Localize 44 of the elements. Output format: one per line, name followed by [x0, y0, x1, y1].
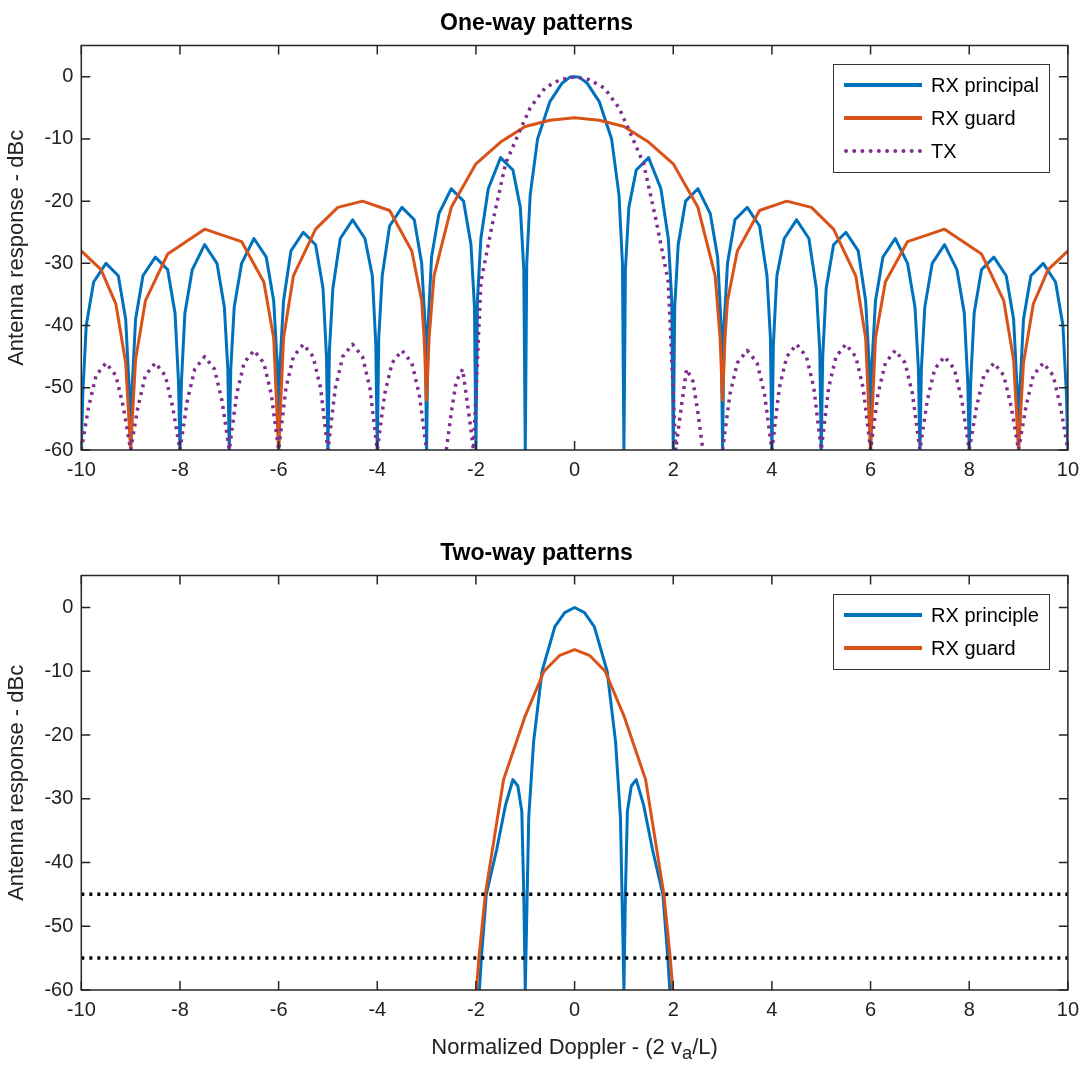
y-tick-label: -60 — [44, 977, 74, 1000]
y-tick-label: -50 — [44, 913, 74, 936]
x-axis-title: Normalized Doppler - (2 v$_{a}$/L) — [430, 1034, 719, 1065]
x-tick-label: 0 — [569, 997, 581, 1020]
x-tick-label: 10 — [1056, 457, 1079, 480]
y-tick-label: -20 — [44, 188, 74, 211]
y-tick-label: -60 — [44, 437, 74, 460]
y-tick-label: -20 — [44, 722, 74, 745]
y-tick-label: -40 — [44, 313, 74, 336]
chart-title: Two-way patterns — [440, 539, 633, 566]
y-axis-title: Antenna response - dBc — [3, 664, 29, 901]
y-axis-title: Antenna response - dBc — [3, 129, 29, 366]
y-tick-label: 0 — [62, 64, 74, 87]
x-tick-label: -2 — [467, 997, 485, 1020]
x-tick-label: 2 — [667, 457, 679, 480]
legend-label: RX guard — [931, 636, 1016, 660]
x-tick-label: -4 — [368, 997, 387, 1020]
x-tick-label: 4 — [766, 457, 778, 480]
x-tick-label: 2 — [667, 997, 679, 1020]
x-tick-label: 4 — [766, 997, 778, 1020]
x-tick-label: -4 — [368, 457, 387, 480]
y-tick-label: -10 — [44, 126, 74, 149]
y-tick-label: -40 — [44, 850, 74, 873]
x-tick-label: -6 — [269, 457, 288, 480]
x-tick-label: 8 — [963, 457, 975, 480]
y-tick-label: -10 — [44, 658, 74, 681]
x-tick-label: 0 — [569, 457, 581, 480]
y-tick-label: 0 — [62, 594, 74, 617]
chart-title: One-way patterns — [440, 9, 633, 36]
y-tick-label: -30 — [44, 250, 74, 273]
x-tick-label: -6 — [269, 997, 288, 1020]
x-tick-label: -8 — [171, 997, 189, 1020]
legend-label: RX guard — [931, 106, 1016, 130]
y-tick-label: -50 — [44, 375, 74, 398]
legend-label: RX principle — [931, 603, 1039, 627]
x-tick-label: -8 — [171, 457, 189, 480]
y-tick-label: -30 — [44, 786, 74, 809]
x-tick-label: 10 — [1056, 997, 1079, 1020]
x-tick-label: 6 — [865, 457, 877, 480]
x-tick-label: 6 — [865, 997, 877, 1020]
legend-label: RX principal — [931, 73, 1039, 97]
legend-label: TX — [931, 139, 957, 163]
x-tick-label: 8 — [963, 997, 975, 1020]
x-tick-label: -2 — [467, 457, 485, 480]
